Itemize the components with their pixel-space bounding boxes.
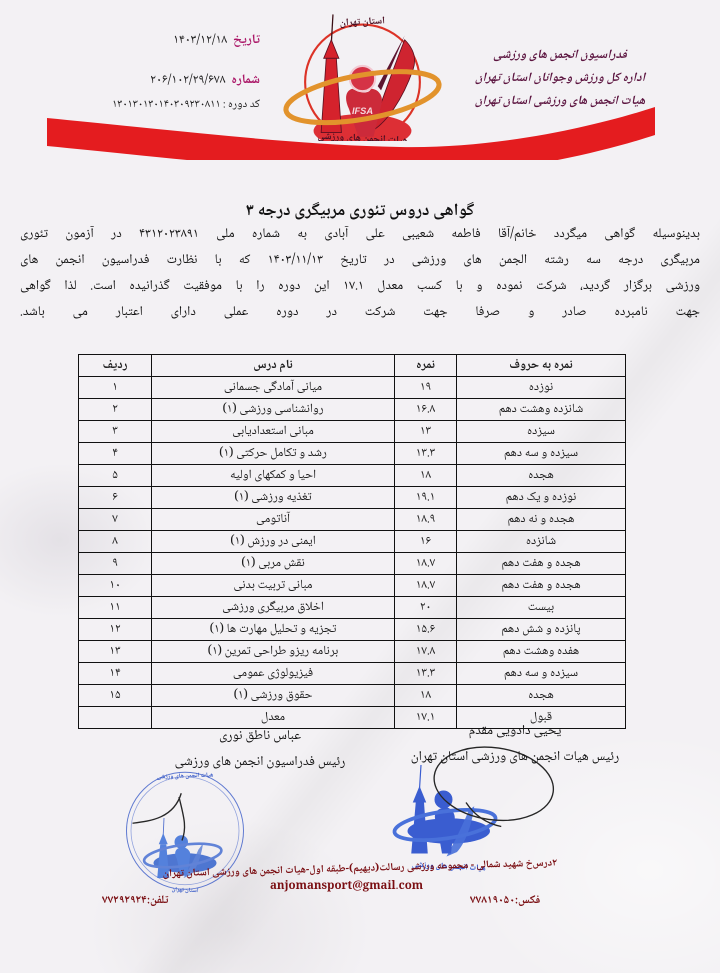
svg-text:استان تهران: استان تهران bbox=[171, 885, 199, 896]
svg-text:هیات انجمن های ورزشی: هیات انجمن های ورزشی bbox=[156, 771, 213, 784]
